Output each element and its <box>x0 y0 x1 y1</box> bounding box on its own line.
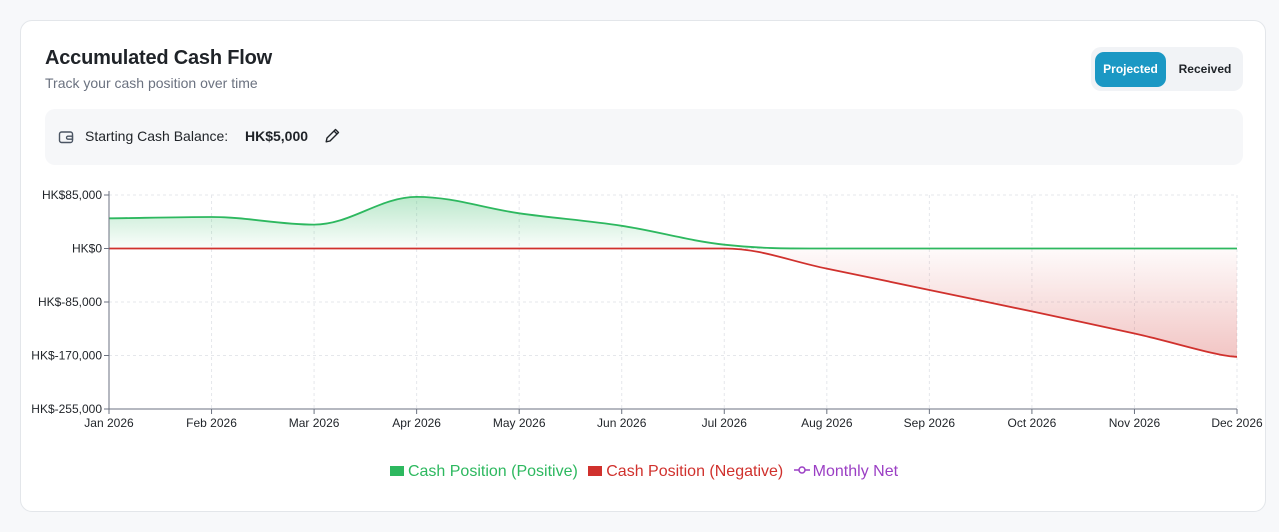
legend-positive[interactable]: Cash Position (Positive) <box>389 463 578 481</box>
y-tick-label: HK$-85,000 <box>38 295 102 309</box>
x-tick-label: Oct 2026 <box>1008 416 1057 430</box>
y-tick-label: HK$-255,000 <box>31 402 102 416</box>
x-tick-label: Dec 2026 <box>1211 416 1263 430</box>
chart-legend: Cash Position (Positive) Cash Position (… <box>21 463 1267 481</box>
negative-line <box>108 247 1238 358</box>
legend-positive-label: Cash Position (Positive) <box>407 463 578 480</box>
x-tick-label: Feb 2026 <box>186 416 237 430</box>
legend-negative[interactable]: Cash Position (Negative) <box>588 463 783 481</box>
card-title: Accumulated Cash Flow <box>45 47 272 69</box>
legend-monthly-net-marker <box>793 466 810 474</box>
view-toggle: Projected Received <box>1091 47 1243 91</box>
received-button[interactable]: Received <box>1178 62 1232 76</box>
y-tick-label: HK$85,000 <box>42 188 102 202</box>
cash-flow-chart: HK$85,000 HK$0 HK$-85,000 HK$-170,000 HK$-25… <box>31 188 1263 430</box>
legend-positive-swatch <box>389 466 404 476</box>
chart-axes <box>108 191 1237 410</box>
x-tick-label: Jun 2026 <box>597 416 647 430</box>
x-tick-label: May 2026 <box>493 416 546 430</box>
x-tick-label: Sep 2026 <box>904 416 956 430</box>
cash-flow-card: Accumulated Cash Flow Track your cash po… <box>20 20 1266 512</box>
card-subtitle: Track your cash position over time <box>45 75 258 91</box>
x-tick-label: Apr 2026 <box>392 416 441 430</box>
positive-area <box>109 196 1237 249</box>
x-tick-label: Jan 2026 <box>84 416 134 430</box>
legend-negative-swatch <box>588 466 603 476</box>
y-tick-label: HK$0 <box>72 242 102 256</box>
pencil-icon[interactable] <box>324 127 341 149</box>
legend-monthly-net-label: Monthly Net <box>812 463 899 480</box>
wallet-icon <box>58 129 74 150</box>
starting-balance-bar: Starting Cash Balance: HK$5,000 <box>45 109 1243 165</box>
x-tick-label: Mar 2026 <box>289 416 340 430</box>
x-tick-label: Aug 2026 <box>801 416 853 430</box>
starting-balance-value: HK$5,000 <box>245 128 309 144</box>
negative-area <box>109 248 1237 357</box>
y-tick-label: HK$-170,000 <box>31 349 102 363</box>
starting-balance-label: Starting Cash Balance: <box>85 128 229 144</box>
projected-button[interactable]: Projected <box>1095 52 1166 87</box>
legend-negative-label: Cash Position (Negative) <box>606 463 784 480</box>
x-tick-label: Jul 2026 <box>702 416 748 430</box>
positive-line <box>108 195 1237 250</box>
legend-monthly-net[interactable]: Monthly Net <box>793 463 899 481</box>
x-tick-label: Nov 2026 <box>1109 416 1161 430</box>
